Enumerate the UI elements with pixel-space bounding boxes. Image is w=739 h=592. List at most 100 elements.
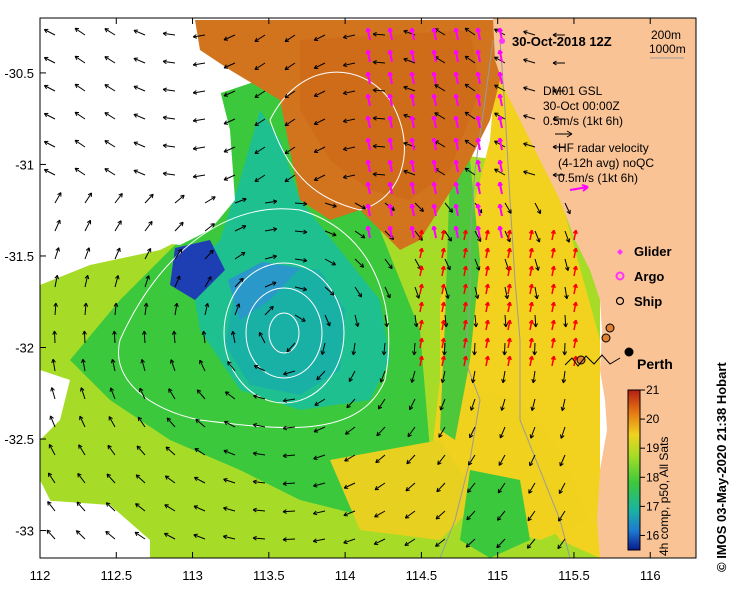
current-vector-288	[47, 472, 56, 484]
current-vector-204	[230, 330, 236, 344]
current-vector-295	[252, 479, 266, 485]
current-vector-244	[346, 398, 356, 409]
hf-radar-vectors	[365, 27, 578, 367]
current-vector-107	[552, 172, 566, 178]
current-vector-44	[284, 90, 296, 99]
depth-1000m: 1000m	[649, 42, 686, 56]
current-vector-183	[143, 302, 149, 316]
current-vector-207	[320, 342, 326, 355]
current-vector-275	[194, 447, 206, 456]
radar-vector-21	[365, 93, 371, 107]
current-vector-205	[258, 331, 266, 344]
current-vector-118	[354, 202, 366, 210]
current-vector-141	[504, 230, 511, 243]
current-vector-276	[223, 449, 236, 456]
radar-scale: 0.5m/s (1kt 6h)	[558, 171, 638, 185]
radar-vector-12	[475, 49, 481, 63]
current-vector-30	[403, 57, 416, 64]
hf-vector-123	[528, 337, 534, 349]
current-vector-312	[223, 506, 236, 512]
hf-vector-82	[506, 247, 512, 259]
current-vector-214	[532, 342, 538, 356]
current-vector-260	[282, 425, 296, 431]
current-vector-196	[533, 314, 538, 328]
hf-vector-74	[506, 229, 512, 241]
current-vector-50	[464, 83, 476, 92]
hf-vector-115	[528, 319, 534, 331]
current-vector-22	[162, 59, 176, 65]
current-vector-211	[442, 342, 447, 356]
current-vector-142	[534, 230, 541, 243]
current-vector-265	[438, 426, 446, 438]
current-vector-165	[144, 275, 150, 288]
current-vector-67	[434, 112, 446, 120]
radar-vector-30	[409, 115, 415, 129]
current-vector-90	[43, 168, 56, 176]
current-vector-98	[284, 174, 296, 183]
hf-vector-120	[462, 337, 468, 349]
radar-vector-23	[409, 93, 415, 107]
current-vector-242	[282, 398, 296, 403]
current-vector-163	[84, 274, 90, 288]
current-vector-105	[494, 168, 506, 176]
radar-vector-9	[409, 49, 415, 63]
hf-vector-88	[462, 265, 468, 277]
hf-vector-97	[484, 283, 490, 295]
current-vector-10	[342, 34, 356, 40]
current-vector-222	[227, 361, 236, 372]
current-vector-144	[54, 247, 60, 260]
current-vector-187	[264, 305, 274, 316]
current-vector-310	[164, 504, 176, 512]
current-vector-160	[534, 258, 540, 271]
current-vector-300	[405, 482, 416, 492]
x-tick-label-3: 113.5	[253, 568, 285, 583]
current-vector-69	[494, 112, 506, 120]
x-tick-label-6: 115	[487, 568, 508, 583]
current-vector-239	[196, 389, 206, 400]
hf-vector-71	[440, 229, 446, 241]
current-vector-71	[552, 116, 566, 122]
current-vector-284	[468, 454, 476, 466]
current-vector-261	[313, 426, 326, 433]
radar-vector-62	[497, 203, 503, 217]
current-vector-304	[528, 482, 536, 494]
hf-vector-84	[550, 247, 556, 259]
current-vector-297	[313, 482, 326, 488]
current-vector-212	[472, 342, 477, 356]
current-vector-164	[114, 275, 120, 288]
current-vector-29	[372, 59, 386, 65]
hf-vector-119	[440, 337, 446, 349]
credit: © IMOS 03-May-2020 21:38 Hobart	[714, 362, 729, 572]
radar-vector-35	[365, 137, 371, 151]
current-vector-20	[104, 56, 116, 64]
current-vector-111	[144, 193, 154, 204]
current-vector-135	[324, 230, 337, 237]
current-vector-309	[135, 503, 146, 512]
current-vector-245	[377, 398, 386, 410]
radar-vector-64	[387, 225, 393, 239]
current-vector-200	[112, 330, 117, 344]
current-vector-263	[376, 426, 386, 437]
current-vector-181	[83, 302, 89, 316]
radar-vector-41	[497, 137, 503, 151]
hf-vector-104	[462, 301, 468, 313]
ship-label: Ship	[634, 294, 662, 309]
radar-vector-22	[387, 93, 393, 107]
current-vector-134	[294, 229, 308, 235]
radar-vector-26	[475, 93, 481, 107]
hf-vector-91	[528, 265, 534, 277]
hf-vector-121	[484, 337, 490, 349]
radar-vector-20	[497, 71, 503, 85]
current-vector-258	[223, 420, 236, 428]
hf-vector-90	[506, 265, 512, 277]
x-tick-label-5: 114.5	[406, 568, 438, 583]
y-tick-label-4: -32.5	[4, 432, 34, 447]
hf-vector-80	[462, 247, 468, 259]
current-vector-147	[144, 247, 152, 260]
radar-vector-66	[431, 225, 437, 239]
ship-icon	[615, 296, 625, 306]
current-vector-305	[558, 482, 566, 495]
current-vector-178	[534, 286, 539, 300]
current-vector-43	[254, 90, 266, 99]
radar-vector-39	[453, 137, 459, 151]
